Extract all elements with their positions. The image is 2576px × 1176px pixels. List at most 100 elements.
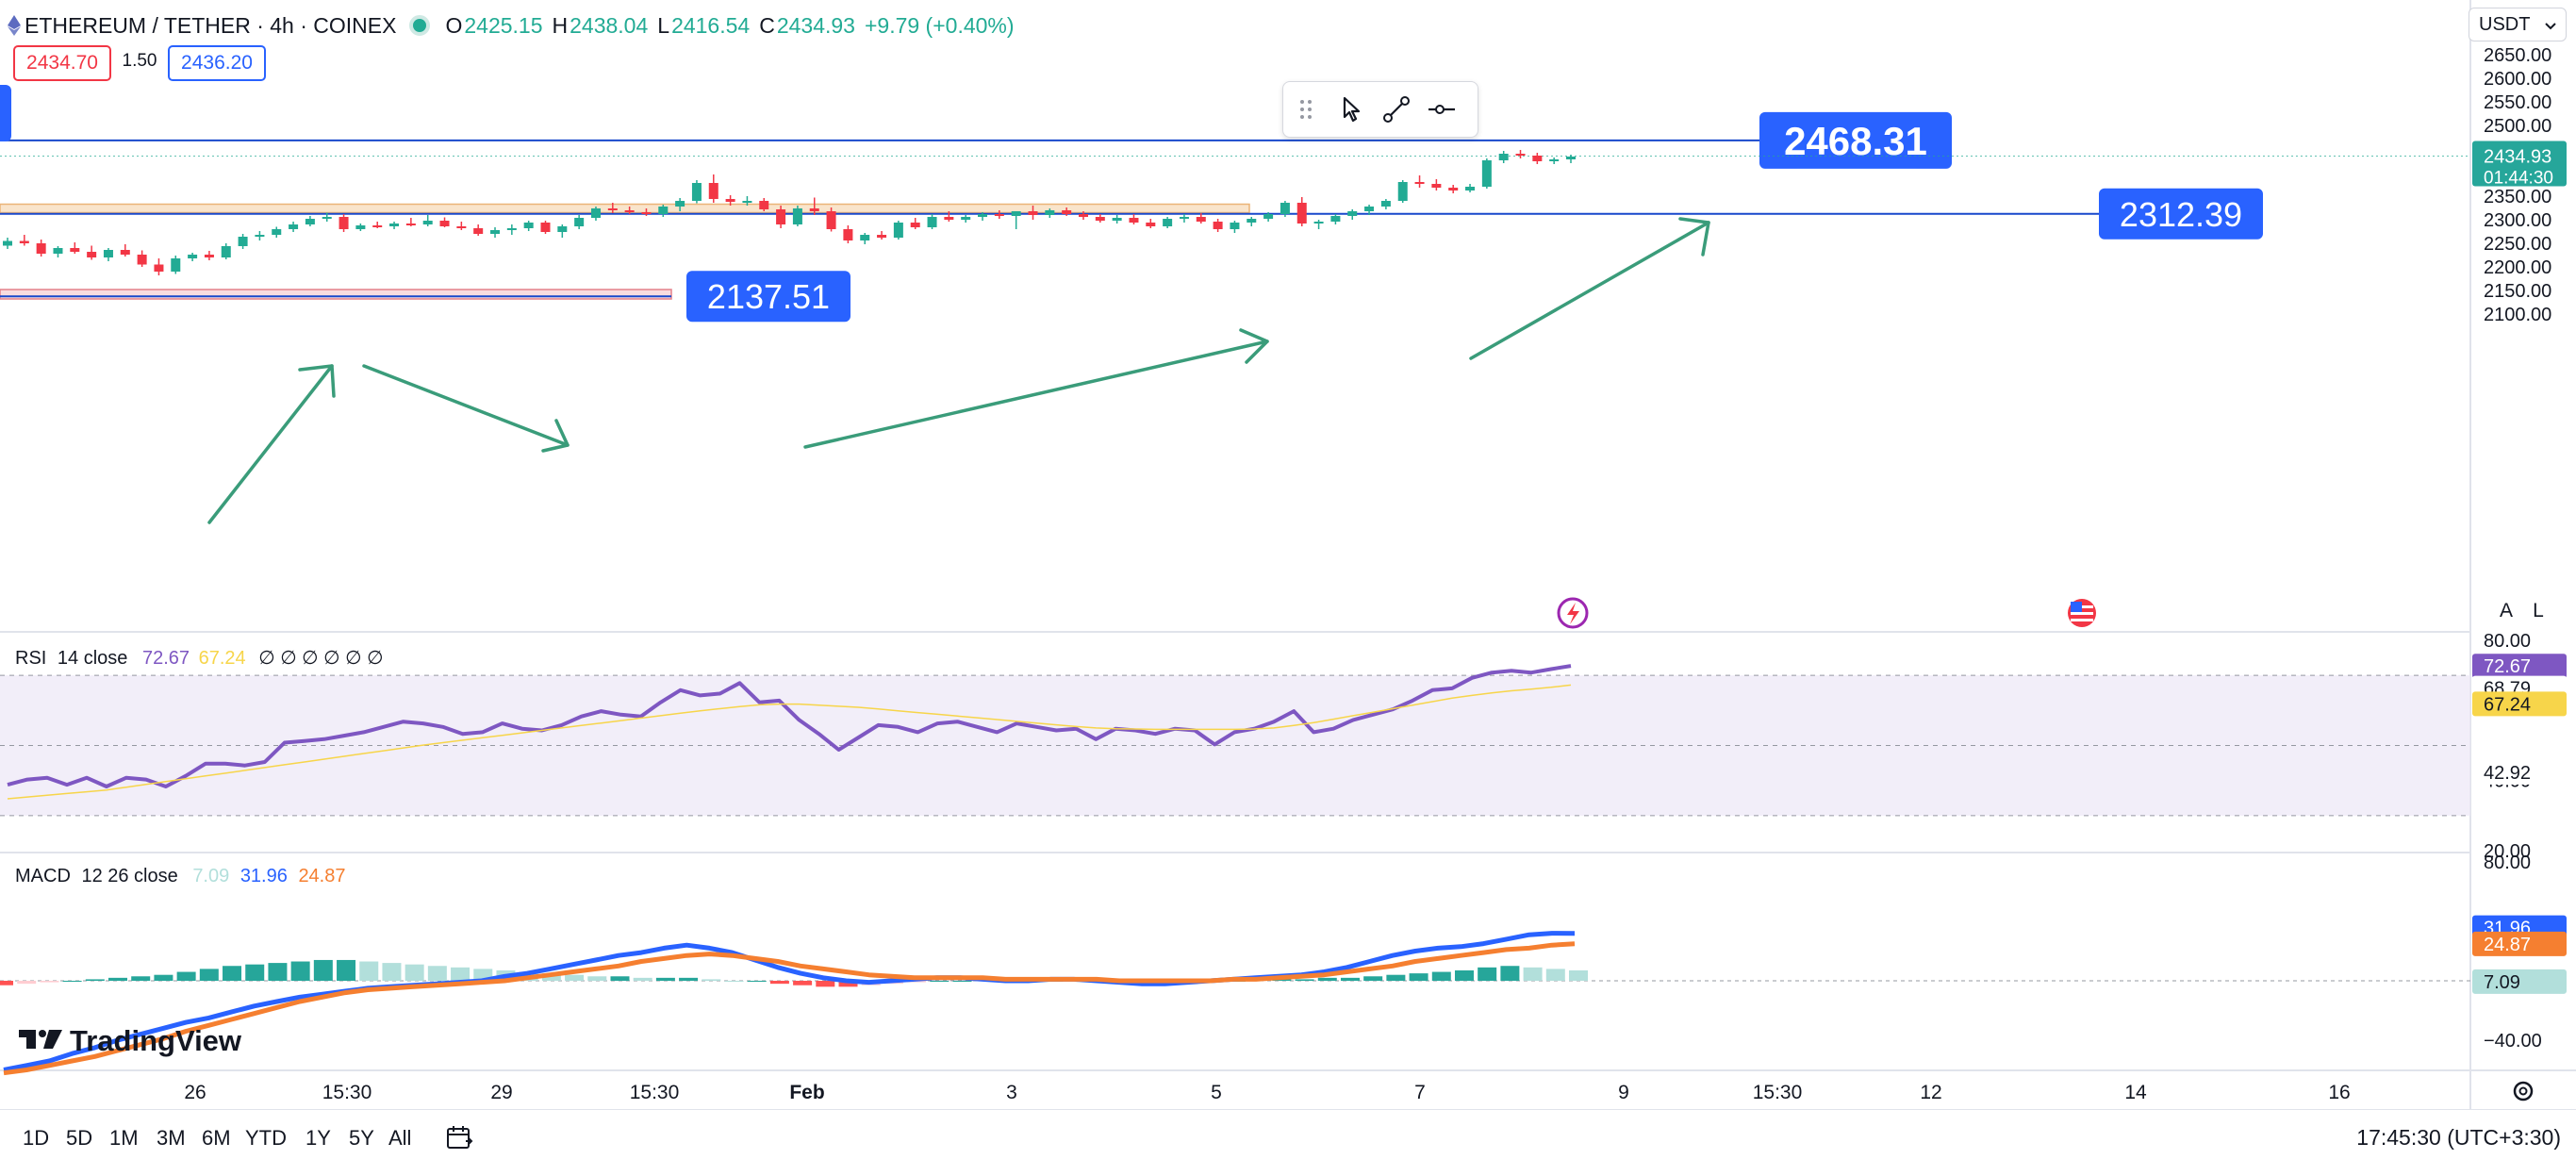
candle-body[interactable] (893, 223, 903, 238)
candle-body[interactable] (1296, 203, 1307, 224)
trend-arrow[interactable] (362, 364, 570, 447)
candle-body[interactable] (540, 223, 551, 232)
candle-body[interactable] (1465, 187, 1476, 190)
candle-body[interactable] (221, 246, 231, 257)
candle-body[interactable] (1549, 159, 1560, 161)
timeframe-button[interactable]: 5D (66, 1126, 93, 1150)
candle-body[interactable] (1213, 222, 1223, 229)
event-us-flag-icon[interactable] (2068, 599, 2096, 627)
candle-body[interactable] (708, 183, 718, 199)
candle-body[interactable] (137, 255, 147, 265)
candle-body[interactable] (742, 201, 752, 203)
candle-body[interactable] (1045, 210, 1055, 215)
sell-price-button[interactable]: 2434.70 (13, 45, 111, 81)
symbol-title[interactable]: ETHEREUM / TETHER · 4h · COINEX (25, 12, 397, 38)
rsi-title[interactable]: RSI (15, 648, 47, 669)
candle-body[interactable] (1397, 182, 1408, 201)
candle-body[interactable] (19, 240, 29, 244)
candle-body[interactable] (1129, 218, 1139, 223)
candle-body[interactable] (1095, 217, 1105, 221)
timeframe-button[interactable]: YTD (245, 1126, 287, 1150)
candle-body[interactable] (1078, 214, 1088, 217)
candle-body[interactable] (120, 250, 130, 255)
timeframe-button[interactable]: 1D (23, 1126, 50, 1150)
candle-body[interactable] (506, 228, 517, 230)
candle-body[interactable] (860, 235, 870, 240)
trend-arrow-head[interactable] (541, 419, 570, 453)
candle-body[interactable] (1431, 184, 1442, 188)
timeframe-button[interactable]: 6M (202, 1126, 231, 1150)
candle-body[interactable] (557, 226, 568, 232)
candle-body[interactable] (1330, 216, 1341, 222)
candle-body[interactable] (658, 207, 669, 214)
candle-body[interactable] (1364, 207, 1375, 211)
candle-body[interactable] (725, 199, 735, 202)
candle-body[interactable] (103, 250, 113, 257)
candle-body[interactable] (439, 221, 450, 226)
candle-body[interactable] (473, 228, 484, 234)
candle-body[interactable] (339, 217, 349, 229)
candle-body[interactable] (456, 226, 467, 228)
cursor-icon[interactable] (1329, 87, 1374, 132)
candle-body[interactable] (355, 225, 366, 229)
candle-body[interactable] (994, 214, 1004, 216)
candle-body[interactable] (691, 183, 702, 201)
auto-scale-button[interactable]: A (2499, 600, 2513, 621)
candle-body[interactable] (759, 201, 769, 209)
candle-body[interactable] (1263, 214, 1274, 219)
macd-title[interactable]: MACD (15, 866, 71, 886)
candle-body[interactable] (792, 208, 802, 224)
timeframe-button[interactable]: All (388, 1126, 412, 1150)
calendar-range-icon[interactable] (445, 1124, 473, 1155)
candle-body[interactable] (1196, 217, 1206, 222)
drag-handle-icon[interactable] (1283, 87, 1329, 132)
candle-body[interactable] (523, 223, 534, 228)
candle-body[interactable] (1380, 201, 1391, 207)
candle-body[interactable] (1515, 154, 1526, 156)
log-scale-button[interactable]: L (2533, 600, 2544, 621)
candle-body[interactable] (776, 209, 786, 224)
candle-body[interactable] (961, 217, 971, 220)
candle-body[interactable] (1313, 222, 1324, 224)
event-flash-icon[interactable] (1557, 597, 1589, 629)
trend-arrow[interactable] (803, 340, 1269, 449)
clock-timezone[interactable]: 17:45:30 (UTC+3:30) (2356, 1125, 2561, 1150)
level-label-box[interactable] (686, 271, 850, 323)
candle-body[interactable] (1179, 217, 1189, 219)
candle-body[interactable] (405, 224, 416, 225)
candle-body[interactable] (607, 208, 618, 210)
candle-body[interactable] (1163, 219, 1173, 226)
candle-body[interactable] (1347, 211, 1358, 216)
trend-arrow[interactable] (1469, 221, 1710, 360)
candle-body[interactable] (87, 252, 97, 257)
rsi-ma-line[interactable] (7, 684, 1572, 800)
candle-body[interactable] (877, 235, 887, 238)
candle-body[interactable] (422, 221, 433, 224)
buy-price-button[interactable]: 2436.20 (168, 45, 266, 81)
candle-body[interactable] (826, 211, 836, 229)
candle-body[interactable] (238, 237, 248, 246)
candle-body[interactable] (624, 210, 635, 212)
timeframe-button[interactable]: 1Y (305, 1126, 331, 1150)
candle-body[interactable] (188, 255, 198, 258)
timeframe-button[interactable]: 5Y (349, 1126, 374, 1150)
candle-body[interactable] (1011, 211, 1021, 216)
candle-body[interactable] (305, 219, 315, 224)
level-label-box[interactable] (2099, 188, 2263, 240)
candle-body[interactable] (944, 217, 954, 220)
candle-body[interactable] (490, 230, 501, 234)
candle-body[interactable] (809, 208, 819, 211)
candle-body[interactable] (70, 248, 80, 252)
support-zone[interactable] (0, 289, 672, 300)
candle-body[interactable] (322, 217, 332, 219)
candle-body[interactable] (53, 248, 63, 254)
candle-body[interactable] (1498, 154, 1509, 160)
trend-arrow[interactable] (207, 364, 334, 524)
candle-body[interactable] (372, 225, 383, 227)
trend-arrow-head[interactable] (1239, 328, 1269, 364)
candle-body[interactable] (675, 201, 685, 207)
candle-body[interactable] (1112, 218, 1122, 221)
candle-body[interactable] (1448, 188, 1459, 190)
candle-body[interactable] (255, 235, 265, 237)
candle-body[interactable] (910, 223, 920, 227)
